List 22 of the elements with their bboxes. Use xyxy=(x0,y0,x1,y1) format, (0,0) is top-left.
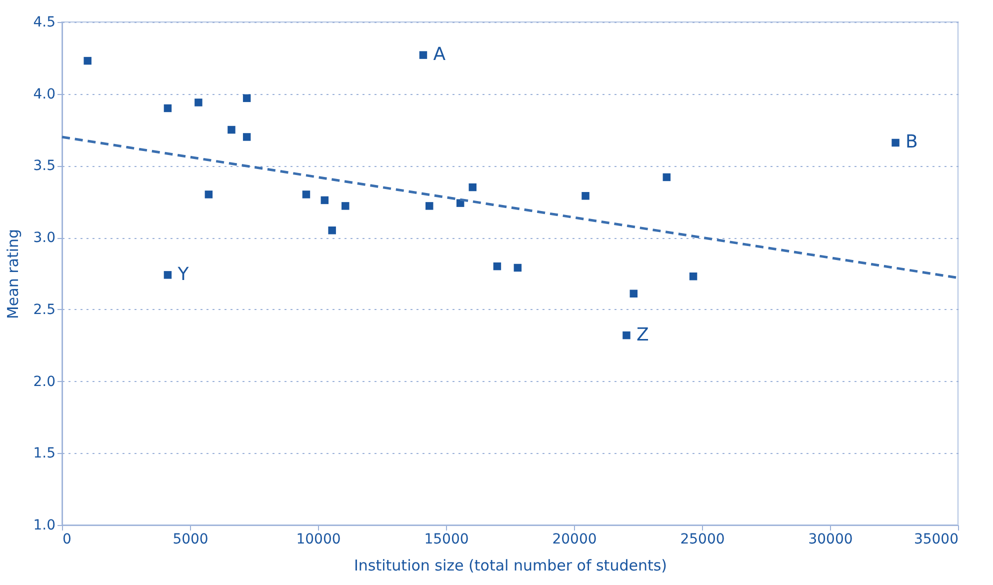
x-tick-label: 20000 xyxy=(552,532,597,548)
x-tick-label: 10000 xyxy=(296,532,341,548)
y-tick-label: 1.5 xyxy=(33,446,56,462)
y-tick-label: 2.0 xyxy=(33,374,56,390)
y-tick-label: 4.0 xyxy=(33,86,56,102)
y-axis-title: Mean rating xyxy=(4,228,22,320)
y-tick-label: 3.5 xyxy=(33,158,56,174)
y-tick-label: 3.0 xyxy=(33,230,56,246)
x-tick-label: 35000 xyxy=(914,532,958,548)
x-tick-label: 15000 xyxy=(424,532,469,548)
y-tick-label: 2.5 xyxy=(33,302,56,318)
x-axis-title: Institution size (total number of students) xyxy=(354,556,668,574)
annotation: A xyxy=(433,44,446,66)
x-tick-label: 25000 xyxy=(680,532,725,548)
annotation: Z xyxy=(636,324,649,346)
y-tick-label: 1.0 xyxy=(33,518,56,534)
annotation: Y xyxy=(176,264,190,285)
annotation: B xyxy=(906,132,918,153)
x-tick-label: 30000 xyxy=(808,532,853,548)
x-tick-label: 5000 xyxy=(172,532,208,548)
y-tick-label: 4.5 xyxy=(33,14,56,30)
x-tick-label: 0 xyxy=(62,532,72,548)
